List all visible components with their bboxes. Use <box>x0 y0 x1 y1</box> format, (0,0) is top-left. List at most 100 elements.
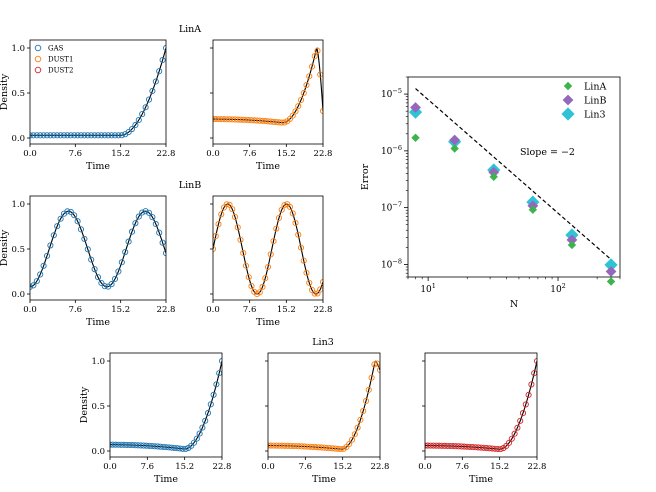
data-point <box>292 108 299 115</box>
data-point <box>295 231 302 238</box>
axes-frame <box>212 195 324 301</box>
legend-marker <box>34 66 42 74</box>
data-point <box>297 244 305 251</box>
data-point <box>528 381 535 388</box>
data-point <box>94 132 102 139</box>
x-tick-label: 0.0 <box>23 305 37 315</box>
data-point <box>159 56 166 64</box>
data-point <box>142 104 149 111</box>
data-point <box>74 132 81 139</box>
y-tick-exponent: −8 <box>392 257 402 265</box>
x-tick-label: 0.0 <box>261 462 275 472</box>
legend-density: GAS DUST1 DUST2 <box>34 45 73 75</box>
x-axis-label: N <box>510 299 518 310</box>
x-tick-label: 7.6 <box>69 149 83 159</box>
axes-frame <box>212 39 324 145</box>
data-point <box>505 439 513 446</box>
error-point-LinA <box>528 205 538 214</box>
x-tick-exponent: 1 <box>432 282 436 290</box>
data-point <box>115 132 122 139</box>
data-point <box>242 262 250 269</box>
y-tick-label: 0.0 <box>91 447 105 457</box>
x-tick-label: 22.8 <box>314 305 333 315</box>
data-point <box>135 116 142 124</box>
data-point <box>50 232 57 239</box>
x-tick-label: 0.0 <box>418 462 432 472</box>
data-point <box>199 424 206 431</box>
data-point <box>30 132 34 139</box>
slope-annotation: Slope = −2 <box>520 147 575 158</box>
data-point <box>497 446 504 453</box>
data-point <box>494 445 501 453</box>
y-tick-exponent: −7 <box>392 201 402 209</box>
data-point <box>179 445 186 452</box>
x-tick-label: 15.2 <box>333 462 352 472</box>
x-tick-label: 102 <box>550 282 566 295</box>
data-point <box>213 245 217 253</box>
data-point <box>196 430 203 437</box>
data-point <box>275 214 283 221</box>
data-point <box>202 417 209 424</box>
group-title: LinB <box>179 180 201 191</box>
data-point <box>128 125 136 133</box>
data-point <box>306 279 313 286</box>
x-tick-label: 22.8 <box>528 462 547 472</box>
axes-frame <box>29 195 167 301</box>
data-point <box>522 401 529 408</box>
data-point <box>152 220 159 228</box>
slope-reference-line <box>415 88 612 260</box>
data-point <box>511 430 518 437</box>
error-point-LinA <box>411 133 420 142</box>
data-point <box>105 132 112 139</box>
data-point <box>43 132 51 139</box>
x-tick-label: 22.8 <box>371 462 390 472</box>
data-point <box>314 290 321 297</box>
data-point <box>71 212 78 219</box>
x-tick-label: 7.6 <box>243 305 257 315</box>
y-tick-label: 10−5 <box>381 87 402 100</box>
legend-label: Lin3 <box>584 110 606 121</box>
data-point <box>286 203 294 211</box>
panel-linB-gas: 0.0 7.6 15.2 22.8 0.0 0.5 1.0 Time Density LinB <box>0 180 201 328</box>
data-point <box>259 283 266 290</box>
data-point <box>215 221 222 228</box>
x-tick-label: 0.0 <box>23 149 37 159</box>
data-point <box>204 409 212 417</box>
data-point <box>226 201 233 208</box>
data-point <box>33 278 40 285</box>
data-point <box>30 282 37 289</box>
solution-curve <box>268 360 380 450</box>
data-point <box>135 213 142 220</box>
data-point <box>128 228 136 235</box>
data-point <box>311 53 318 60</box>
data-point <box>132 220 139 227</box>
data-point <box>40 132 47 139</box>
data-point <box>47 132 54 139</box>
data-point <box>37 132 44 139</box>
data-point <box>270 238 277 245</box>
data-point <box>245 274 252 281</box>
data-point <box>108 281 115 288</box>
x-tick-label: 0.0 <box>103 462 117 472</box>
data-point <box>218 211 225 218</box>
data-point <box>171 444 178 451</box>
x-tick-label: 101 <box>420 282 436 295</box>
legend-label: LinA <box>584 82 606 93</box>
error-point-Lin3 <box>604 258 618 272</box>
data-point <box>360 407 367 415</box>
solution-curve <box>110 360 222 450</box>
data-point <box>47 242 54 249</box>
data-point <box>132 121 139 129</box>
data-point <box>125 129 132 136</box>
data-point <box>362 397 370 405</box>
data-point <box>368 374 375 381</box>
error-point-LinB <box>488 166 500 178</box>
y-tick-label: 0.5 <box>11 89 25 99</box>
data-point <box>156 68 163 75</box>
y-tick-label: 10−8 <box>381 257 402 270</box>
data-point <box>365 386 372 393</box>
data-point <box>357 416 364 423</box>
data-point <box>306 73 313 80</box>
data-point <box>514 424 521 431</box>
